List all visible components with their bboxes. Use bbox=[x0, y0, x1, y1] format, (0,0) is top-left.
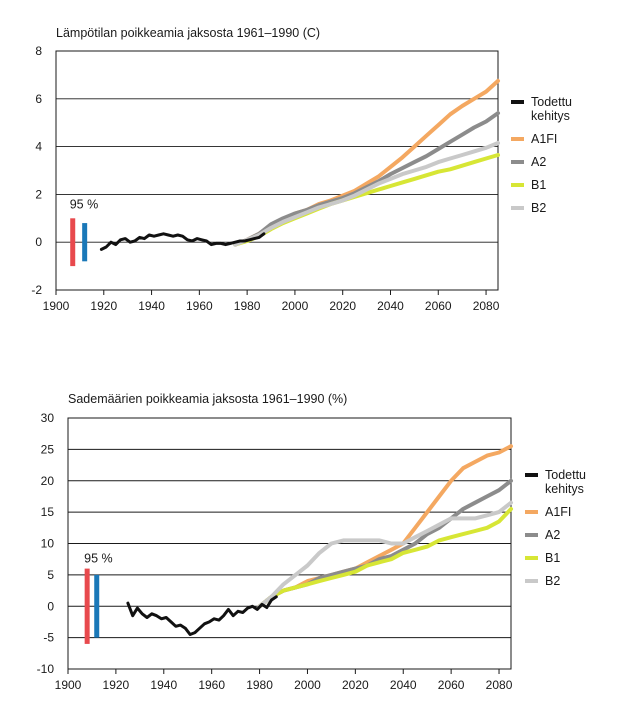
precipitation-chart-title: Sademäärien poikkeamia jaksosta 1961–199… bbox=[68, 392, 348, 406]
temp-x-tick-label: 2020 bbox=[329, 299, 356, 313]
precip-x-tick-label: 1900 bbox=[55, 678, 82, 692]
legend-label: A1FI bbox=[545, 505, 572, 519]
precip-y-tick-label: 0 bbox=[47, 599, 54, 613]
temp-y-tick-label: 2 bbox=[35, 187, 42, 201]
legend-swatch bbox=[525, 510, 538, 514]
precip-x-tick-label: 1940 bbox=[150, 678, 177, 692]
legend-item-todettu-kehitys: Todettu kehitys bbox=[525, 468, 586, 496]
precip-x-tick-label: 1920 bbox=[103, 678, 130, 692]
precip-y-tick-label: -5 bbox=[43, 631, 54, 645]
temp-x-tick-label: 1960 bbox=[186, 299, 213, 313]
legend-item-b2: B2 bbox=[525, 574, 586, 588]
legend-label: Todettu kehitys bbox=[545, 468, 587, 496]
precip-y-tick-label: 5 bbox=[47, 568, 54, 582]
precip-series-b2 bbox=[257, 500, 513, 609]
precip-confidence-bar-2 bbox=[94, 574, 100, 638]
legend-swatch bbox=[511, 183, 524, 187]
precip-plot-frame bbox=[67, 417, 512, 670]
precip-x-tick-label: 2040 bbox=[390, 678, 417, 692]
precip-confidence-label: 95 % bbox=[84, 552, 113, 566]
legend-label: A2 bbox=[531, 155, 547, 169]
precip-y-tick-label: 20 bbox=[41, 474, 55, 488]
legend-swatch bbox=[511, 137, 524, 141]
temp-x-tick-label: 2040 bbox=[377, 299, 404, 313]
precipitation-legend: Todettu kehitys A1FI A2 B1 B2 bbox=[525, 468, 586, 597]
temp-x-tick-label: 1940 bbox=[138, 299, 165, 313]
legend-swatch bbox=[525, 533, 538, 537]
temp-x-tick-label: 2000 bbox=[282, 299, 309, 313]
precip-x-tick-label: 2060 bbox=[438, 678, 465, 692]
temp-plot-frame bbox=[55, 50, 499, 291]
temp-y-tick-label: 6 bbox=[35, 92, 42, 106]
temp-confidence-bar-2 bbox=[82, 223, 88, 262]
legend-item-a1fi: A1FI bbox=[525, 505, 586, 519]
precip-series-b1 bbox=[257, 507, 513, 609]
legend-swatch bbox=[525, 473, 538, 477]
legend-item-b1: B1 bbox=[511, 178, 572, 192]
precip-y-tick-label: -10 bbox=[37, 662, 55, 676]
legend-label: B1 bbox=[531, 178, 547, 192]
legend-label: B2 bbox=[545, 574, 561, 588]
legend-label: A1FI bbox=[531, 132, 558, 146]
precip-x-tick-label: 2000 bbox=[294, 678, 321, 692]
legend-swatch bbox=[525, 556, 538, 560]
legend-label: B1 bbox=[545, 551, 561, 565]
legend-swatch bbox=[511, 206, 524, 210]
precip-x-tick-label: 1960 bbox=[198, 678, 225, 692]
precip-series-a1fi bbox=[257, 444, 513, 609]
temp-y-tick-label: 8 bbox=[35, 44, 42, 58]
temp-y-tick-label: 0 bbox=[35, 235, 42, 249]
legend-label: B2 bbox=[531, 201, 547, 215]
temp-series-b2 bbox=[233, 141, 500, 247]
precip-x-tick-label: 2080 bbox=[486, 678, 513, 692]
temp-x-tick-label: 1920 bbox=[90, 299, 117, 313]
legend-item-b2: B2 bbox=[511, 201, 572, 215]
legend-label: Todettu kehitys bbox=[531, 95, 573, 123]
precip-x-tick-label: 1980 bbox=[246, 678, 273, 692]
legend-swatch bbox=[525, 579, 538, 583]
precip-y-tick-label: 30 bbox=[41, 411, 55, 425]
temp-series-a2 bbox=[233, 111, 500, 247]
legend-item-b1: B1 bbox=[525, 551, 586, 565]
temperature-chart-title: Lämpötilan poikkeamia jaksosta 1961–1990… bbox=[56, 26, 321, 40]
precip-y-tick-label: 10 bbox=[41, 537, 55, 551]
legend-label: A2 bbox=[545, 528, 561, 542]
temperature-legend: Todettu kehitys A1FI A2 B1 B2 bbox=[511, 95, 572, 224]
precip-confidence-bar-1 bbox=[84, 568, 90, 644]
temp-x-tick-label: 1900 bbox=[43, 299, 70, 313]
temp-x-tick-label: 1980 bbox=[234, 299, 261, 313]
temp-x-tick-label: 2060 bbox=[425, 299, 452, 313]
precip-y-tick-label: 25 bbox=[41, 442, 55, 456]
precip-series-todettu-kehitys bbox=[126, 595, 278, 636]
temp-confidence-label: 95 % bbox=[70, 197, 99, 211]
precip-y-tick-label: 15 bbox=[41, 505, 55, 519]
temperature-chart: -2 0 2 4 6 8 1900 1920 1940 1960 1980 2000 2020 2040 2… bbox=[31, 44, 500, 313]
legend-item-a1fi: A1FI bbox=[511, 132, 572, 146]
temp-confidence-bar-1 bbox=[70, 218, 76, 267]
precip-x-tick-label: 2020 bbox=[342, 678, 369, 692]
temp-y-tick-label: -2 bbox=[31, 283, 42, 297]
temp-x-tick-label: 2080 bbox=[473, 299, 500, 313]
temp-series-todettu-kehitys bbox=[99, 232, 266, 251]
legend-item-a2: A2 bbox=[525, 528, 586, 542]
legend-item-todettu-kehitys: Todettu kehitys bbox=[511, 95, 572, 123]
legend-swatch bbox=[511, 100, 524, 104]
legend-item-a2: A2 bbox=[511, 155, 572, 169]
legend-swatch bbox=[511, 160, 524, 164]
temp-y-tick-label: 4 bbox=[35, 140, 42, 154]
